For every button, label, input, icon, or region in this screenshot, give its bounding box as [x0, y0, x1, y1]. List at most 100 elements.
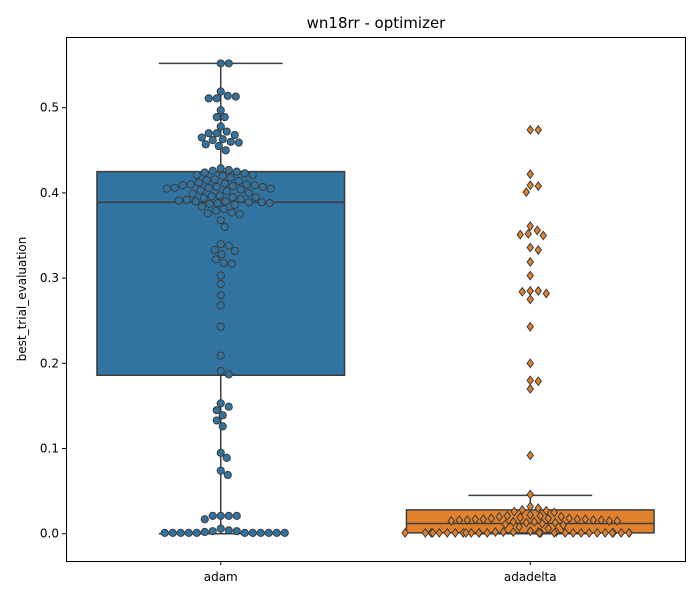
data-point [241, 529, 248, 536]
data-point [209, 136, 216, 143]
data-point [217, 123, 224, 130]
data-point [217, 280, 224, 287]
data-point [201, 528, 208, 535]
data-point [225, 166, 232, 173]
data-point [223, 188, 230, 195]
data-point [527, 170, 533, 178]
data-point [195, 179, 202, 186]
data-point [228, 260, 235, 267]
data-point [225, 60, 232, 67]
data-point [540, 231, 546, 239]
data-point [218, 251, 225, 258]
data-point [229, 183, 236, 190]
plot-area [97, 60, 654, 537]
data-point [251, 182, 258, 189]
data-point [236, 211, 243, 218]
data-point [217, 323, 224, 330]
y-tick-label: 0.1 [40, 442, 59, 456]
data-point [185, 529, 192, 536]
data-point [209, 167, 216, 174]
data-point [189, 190, 196, 197]
data-point [179, 182, 186, 189]
data-point [211, 176, 218, 183]
data-point [217, 292, 224, 299]
data-point [252, 194, 259, 201]
data-point [235, 139, 242, 146]
data-point [219, 412, 226, 419]
data-point [175, 197, 182, 204]
data-point [217, 217, 224, 224]
data-point [267, 185, 274, 192]
data-point [217, 88, 224, 95]
x-tick-label-adam: adam [204, 570, 238, 584]
data-point [222, 198, 229, 205]
data-point [535, 246, 541, 254]
y-tick-label: 0.5 [40, 101, 59, 115]
data-point [245, 189, 252, 196]
data-point [259, 183, 266, 190]
data-point [527, 271, 533, 279]
data-point [217, 302, 224, 309]
data-point [217, 467, 224, 474]
data-point [217, 400, 224, 407]
data-point [527, 451, 533, 459]
data-point [535, 182, 541, 190]
data-point [233, 168, 240, 175]
data-point [249, 529, 256, 536]
data-point [527, 243, 533, 251]
data-point [217, 240, 224, 247]
data-point [217, 367, 224, 374]
data-point [219, 172, 226, 179]
data-point [227, 138, 234, 145]
data-point [213, 183, 220, 190]
y-tick-label: 0.0 [40, 527, 59, 541]
data-point [535, 377, 541, 385]
data-point [183, 196, 190, 203]
data-point [213, 130, 220, 137]
data-point [192, 198, 199, 205]
data-point [221, 180, 228, 187]
data-point [527, 287, 533, 295]
x-tick-label-adadelta: adadelta [504, 570, 557, 584]
data-point [217, 60, 224, 67]
data-point [212, 256, 219, 263]
data-point [217, 512, 224, 519]
data-point [225, 512, 232, 519]
data-point [265, 529, 272, 536]
data-point [535, 126, 541, 134]
data-point [217, 165, 224, 172]
data-point [543, 289, 549, 297]
data-point [169, 529, 176, 536]
data-point [198, 203, 205, 210]
data-point [171, 184, 178, 191]
data-point [221, 223, 228, 230]
data-point [217, 525, 224, 532]
data-point [219, 136, 226, 143]
data-point [209, 512, 216, 519]
data-point [245, 199, 252, 206]
data-point [217, 449, 224, 456]
data-point [214, 200, 221, 207]
data-point [212, 207, 219, 214]
data-point [201, 169, 208, 176]
data-point [233, 512, 240, 519]
y-tick-label: 0.3 [40, 271, 59, 285]
data-point [266, 200, 273, 207]
data-point [223, 454, 230, 461]
data-point [258, 199, 265, 206]
data-point [237, 195, 244, 202]
data-point [222, 147, 229, 154]
data-point [281, 529, 288, 536]
data-point [257, 529, 264, 536]
data-point [225, 527, 232, 534]
data-point [225, 242, 232, 249]
data-point [208, 193, 215, 200]
data-point [523, 188, 529, 196]
data-point [243, 181, 250, 188]
data-point [205, 184, 212, 191]
data-point [193, 529, 200, 536]
data-point [231, 247, 238, 254]
data-point [220, 206, 227, 213]
data-point [216, 192, 223, 199]
